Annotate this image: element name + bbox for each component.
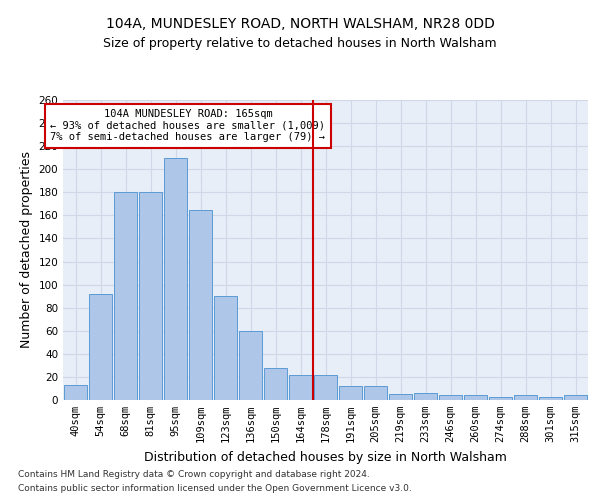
Bar — [114, 192, 137, 400]
Bar — [389, 394, 412, 400]
Bar — [439, 396, 462, 400]
Bar — [89, 294, 112, 400]
Text: 104A, MUNDESLEY ROAD, NORTH WALSHAM, NR28 0DD: 104A, MUNDESLEY ROAD, NORTH WALSHAM, NR2… — [106, 18, 494, 32]
Bar — [164, 158, 187, 400]
Bar — [214, 296, 237, 400]
Bar — [189, 210, 212, 400]
Bar — [139, 192, 162, 400]
Bar — [264, 368, 287, 400]
Bar — [239, 331, 262, 400]
Bar — [564, 396, 587, 400]
Bar — [414, 393, 437, 400]
X-axis label: Distribution of detached houses by size in North Walsham: Distribution of detached houses by size … — [144, 450, 507, 464]
Text: Size of property relative to detached houses in North Walsham: Size of property relative to detached ho… — [103, 38, 497, 51]
Text: Contains HM Land Registry data © Crown copyright and database right 2024.: Contains HM Land Registry data © Crown c… — [18, 470, 370, 479]
Bar — [464, 396, 487, 400]
Bar — [289, 374, 312, 400]
Bar — [339, 386, 362, 400]
Bar — [64, 385, 87, 400]
Bar — [514, 396, 537, 400]
Bar — [364, 386, 387, 400]
Bar — [489, 396, 512, 400]
Bar — [314, 374, 337, 400]
Bar — [539, 396, 562, 400]
Text: 104A MUNDESLEY ROAD: 165sqm
← 93% of detached houses are smaller (1,009)
7% of s: 104A MUNDESLEY ROAD: 165sqm ← 93% of det… — [50, 109, 325, 142]
Text: Contains public sector information licensed under the Open Government Licence v3: Contains public sector information licen… — [18, 484, 412, 493]
Y-axis label: Number of detached properties: Number of detached properties — [20, 152, 33, 348]
